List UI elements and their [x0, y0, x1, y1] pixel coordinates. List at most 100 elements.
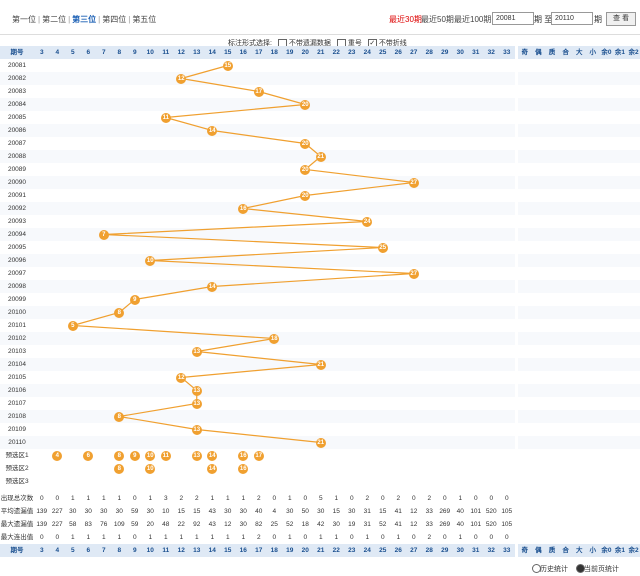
- attr-cell: [531, 293, 546, 306]
- attr-cell: [599, 319, 614, 332]
- omission-cell: [158, 176, 174, 189]
- omission-cell: [49, 319, 65, 332]
- forecast-ball[interactable]: 6: [83, 450, 94, 461]
- omission-cell: [344, 111, 360, 124]
- omission-cell: [297, 384, 313, 397]
- forecast-ball[interactable]: 10: [145, 450, 156, 461]
- omission-cell: [282, 345, 298, 358]
- omission-cell: [359, 228, 375, 241]
- forecast-ball[interactable]: 8: [114, 450, 125, 461]
- omission-cell: [452, 423, 468, 436]
- tab-3[interactable]: 第三位: [72, 15, 97, 24]
- attr-cell: [572, 306, 586, 319]
- omission-cell: [96, 150, 112, 163]
- omission-cell: [34, 358, 50, 371]
- forecast-ball[interactable]: 17: [253, 450, 264, 461]
- omission-cell: [127, 254, 143, 267]
- attr-cell: [572, 423, 586, 436]
- stats-value: 43: [208, 508, 216, 515]
- attr-cell: [531, 345, 546, 358]
- end-period-input[interactable]: 20110: [551, 12, 593, 25]
- omission-cell: [127, 345, 143, 358]
- tab-2[interactable]: 第二位: [42, 15, 67, 24]
- forecast-ball[interactable]: 4: [52, 450, 63, 461]
- attr-cell: [545, 306, 559, 319]
- attr-cell: [613, 267, 627, 280]
- range-30[interactable]: 最近30期: [389, 15, 422, 24]
- forecast-ball[interactable]: 16: [238, 450, 249, 461]
- omission-cell: [235, 384, 251, 397]
- footer-header-col: 8: [111, 544, 127, 557]
- omission-cell: [344, 319, 360, 332]
- forecast-ball[interactable]: 11: [160, 450, 171, 461]
- range-50[interactable]: 最近50期: [421, 15, 454, 24]
- attr-cell: [531, 189, 546, 202]
- omission-cell: [80, 111, 96, 124]
- draw-ball: 20: [300, 190, 311, 201]
- draw-ball: 18: [269, 333, 280, 344]
- omission-cell: [437, 111, 453, 124]
- query-button[interactable]: 查 看: [606, 12, 636, 26]
- omission-cell: [282, 358, 298, 371]
- omission-cell: [468, 189, 484, 202]
- attr-cell: [518, 371, 532, 384]
- omission-cell: [406, 150, 422, 163]
- attr-cell: [599, 176, 614, 189]
- forecast-ball[interactable]: 8: [114, 463, 125, 474]
- omission-cell: [111, 124, 127, 137]
- omission-cell: [220, 241, 236, 254]
- attr-cell: [572, 293, 586, 306]
- omission-cell: [468, 423, 484, 436]
- forecast-ball[interactable]: 14: [207, 450, 218, 461]
- stats-value: 2: [427, 495, 432, 502]
- omission-cell: [483, 124, 499, 137]
- current-page-stats-radio[interactable]: [576, 564, 585, 573]
- omission-cell: [297, 293, 313, 306]
- tab-separator: |: [128, 15, 131, 24]
- omission-cell: [406, 241, 422, 254]
- forecast-ball[interactable]: 16: [238, 463, 249, 474]
- omission-cell: [282, 189, 298, 202]
- attr-cell: [626, 72, 640, 85]
- attr-cell: [545, 124, 559, 137]
- omission-cell: [34, 254, 50, 267]
- forecast-ball[interactable]: 14: [207, 463, 218, 474]
- omission-cell: [266, 228, 282, 241]
- range-100[interactable]: 最近100期: [454, 15, 492, 24]
- omission-cell: [235, 267, 251, 280]
- omission-cell: [266, 436, 282, 449]
- forecast-ball[interactable]: 10: [145, 463, 156, 474]
- start-period-input[interactable]: 20081: [492, 12, 534, 25]
- omission-cell: [204, 111, 220, 124]
- header-col: 24: [359, 46, 375, 59]
- omission-cell: [297, 358, 313, 371]
- footer-header-right: 偶: [531, 544, 546, 557]
- omission-cell: [328, 267, 344, 280]
- header-right: 余1: [613, 46, 627, 59]
- history-stats-radio[interactable]: [532, 564, 541, 573]
- omission-cell: [328, 319, 344, 332]
- omission-cell: [49, 111, 65, 124]
- omission-cell: [111, 423, 127, 436]
- omission-cell: [359, 111, 375, 124]
- stats-value: 0: [272, 534, 277, 541]
- tab-5[interactable]: 第五位: [132, 15, 157, 24]
- tab-1[interactable]: 第一位: [12, 15, 36, 24]
- omission-cell: [468, 267, 484, 280]
- draw-ball: 21: [315, 437, 326, 448]
- omission-cell: [406, 397, 422, 410]
- omission-cell: [65, 371, 81, 384]
- omission-cell: [173, 306, 189, 319]
- tab-4[interactable]: 第四位: [102, 15, 127, 24]
- omission-cell: [49, 410, 65, 423]
- omission-cell: [220, 85, 236, 98]
- forecast-ball[interactable]: 9: [129, 450, 140, 461]
- forecast-ball[interactable]: 13: [191, 450, 202, 461]
- draw-ball: 15: [222, 60, 233, 71]
- omission-cell: [80, 397, 96, 410]
- omission-cell: [282, 137, 298, 150]
- attr-cell: [586, 215, 600, 228]
- draw-ball: 13: [191, 424, 202, 435]
- omission-cell: [189, 358, 205, 371]
- omission-cell: [313, 254, 329, 267]
